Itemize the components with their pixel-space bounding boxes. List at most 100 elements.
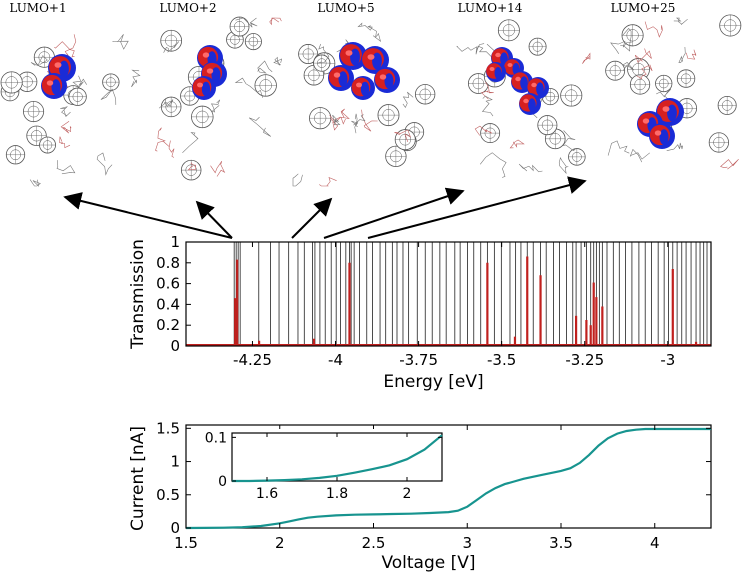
x-tick-label: 2.5 <box>362 534 386 552</box>
arrow-lumo-25 <box>367 176 587 239</box>
arrows <box>63 176 587 239</box>
orbital-label-4: LUMO+14 <box>458 1 523 15</box>
orbital-lobe <box>656 98 684 126</box>
inset-y-ticks: 00.1 <box>205 430 442 490</box>
polymer-chain <box>269 17 282 26</box>
polymer-chain <box>257 60 273 74</box>
polymer-chain <box>187 162 196 171</box>
fullerene-cage <box>160 29 183 52</box>
polymer-chain <box>610 40 633 54</box>
polymer-chain <box>394 129 411 143</box>
polymer-chain <box>562 130 577 152</box>
orbital-lobe <box>374 67 400 93</box>
polymer-chain <box>96 152 113 176</box>
fullerene-cage <box>229 16 250 37</box>
polymer-chain <box>329 115 341 131</box>
inset-y-tick-label: 0 <box>218 474 227 490</box>
polymer-chain <box>357 22 373 31</box>
inset-background <box>197 429 447 503</box>
polymer-chain <box>210 99 221 113</box>
polymer-chain <box>636 64 653 80</box>
polymer-chain <box>158 97 174 109</box>
fullerene-cage <box>309 107 332 130</box>
fullerene-cage <box>537 115 558 136</box>
arrow-lumo-2 <box>195 200 233 239</box>
fullerene-cage <box>180 159 202 181</box>
polymer-chain <box>644 21 663 38</box>
inset-x-ticks: 1.6 1.8 2 <box>256 433 412 502</box>
orbital-label-1: LUMO+1 <box>9 1 66 15</box>
molecule-image-lumo-14 <box>456 19 591 178</box>
fullerene-cage <box>708 132 730 153</box>
fullerene-cage <box>385 145 407 167</box>
polymer-chain <box>131 69 141 88</box>
polymer-chain <box>353 114 366 128</box>
fullerene-cage <box>254 74 277 97</box>
fullerene-cage <box>621 24 644 47</box>
polymer-chain <box>607 140 630 156</box>
polymer-chain <box>54 41 75 58</box>
polymer-chain <box>476 43 495 60</box>
fullerene-cage <box>244 33 262 51</box>
transmission-plot-frame <box>185 241 712 347</box>
polymer-chain <box>558 156 569 175</box>
transmission-levels <box>233 242 708 346</box>
inset-x-tick-label: 1.8 <box>326 486 348 502</box>
polymer-chain <box>340 108 350 125</box>
inset-x-tick-label: 1.6 <box>256 486 278 502</box>
orbital-lobe <box>41 73 67 99</box>
fullerene-cage <box>605 60 626 81</box>
inset-x-tick-label: 2 <box>403 486 412 502</box>
x-tick-label: 3.5 <box>549 534 573 552</box>
fullerene-cage <box>497 19 520 42</box>
fullerene-cage <box>655 74 673 93</box>
x-tick-label: 3 <box>462 534 472 552</box>
x-tick-label: -3 <box>660 351 675 369</box>
molecule-image-lumo-25 <box>605 14 742 170</box>
fullerene-cage <box>160 96 182 118</box>
polymer-chain <box>112 34 129 50</box>
fullerene-cage <box>298 44 319 64</box>
inset-y-tick-label: 0.1 <box>205 430 227 446</box>
fullerene-cage <box>68 87 87 106</box>
y-tick-label: 0.5 <box>156 486 180 504</box>
fullerene-cage <box>313 54 331 72</box>
transmission-chart: -4.25 -4 -3.75 -3.5 -3.25 -3 0 0.2 0.4 0.6 0.8 1 E… <box>128 233 712 392</box>
current-series-line <box>185 427 711 530</box>
fullerene-cage <box>560 84 583 107</box>
fullerene-cage <box>717 95 737 115</box>
polymer-chain <box>621 62 635 71</box>
polymer-chain <box>29 179 41 187</box>
polymer-chain <box>582 52 591 64</box>
polymer-chain <box>332 114 341 126</box>
fullerene-cage <box>102 73 120 91</box>
polymer-chain <box>720 158 739 170</box>
polymer-chain <box>292 173 303 187</box>
orbital-lobe <box>339 42 367 70</box>
polymer-chain <box>678 46 686 63</box>
polymer-chain <box>100 88 117 105</box>
transmission-x-ticks: -4.25 -4 -3.75 -3.5 -3.25 -3 <box>233 242 675 369</box>
polymer-chain <box>480 81 494 100</box>
orbital-lobe <box>361 46 389 74</box>
polymer-chain <box>72 75 87 88</box>
x-tick-label: 1.5 <box>174 534 198 552</box>
polymer-chain <box>620 28 632 52</box>
orbital-lobe <box>649 123 675 149</box>
x-tick-label: -3.75 <box>399 351 438 369</box>
arrow-lumo-14 <box>323 187 465 239</box>
polymer-chain <box>56 160 76 175</box>
y-tick-label: 0.2 <box>156 316 180 334</box>
arrow-lumo-1 <box>63 192 233 239</box>
polymer-chain <box>60 121 72 134</box>
y-tick-label: 0 <box>170 337 180 355</box>
polymer-chain <box>456 45 479 55</box>
fullerene-cage <box>629 74 651 95</box>
current-x-label: Voltage [V] <box>381 553 475 573</box>
y-tick-label: 1 <box>170 453 180 471</box>
polymer-chain <box>163 140 175 158</box>
polymer-chain <box>629 148 650 163</box>
polymer-chain <box>673 17 688 26</box>
molecule-image-lumo-5 <box>292 22 436 187</box>
polymer-chain <box>509 139 525 149</box>
